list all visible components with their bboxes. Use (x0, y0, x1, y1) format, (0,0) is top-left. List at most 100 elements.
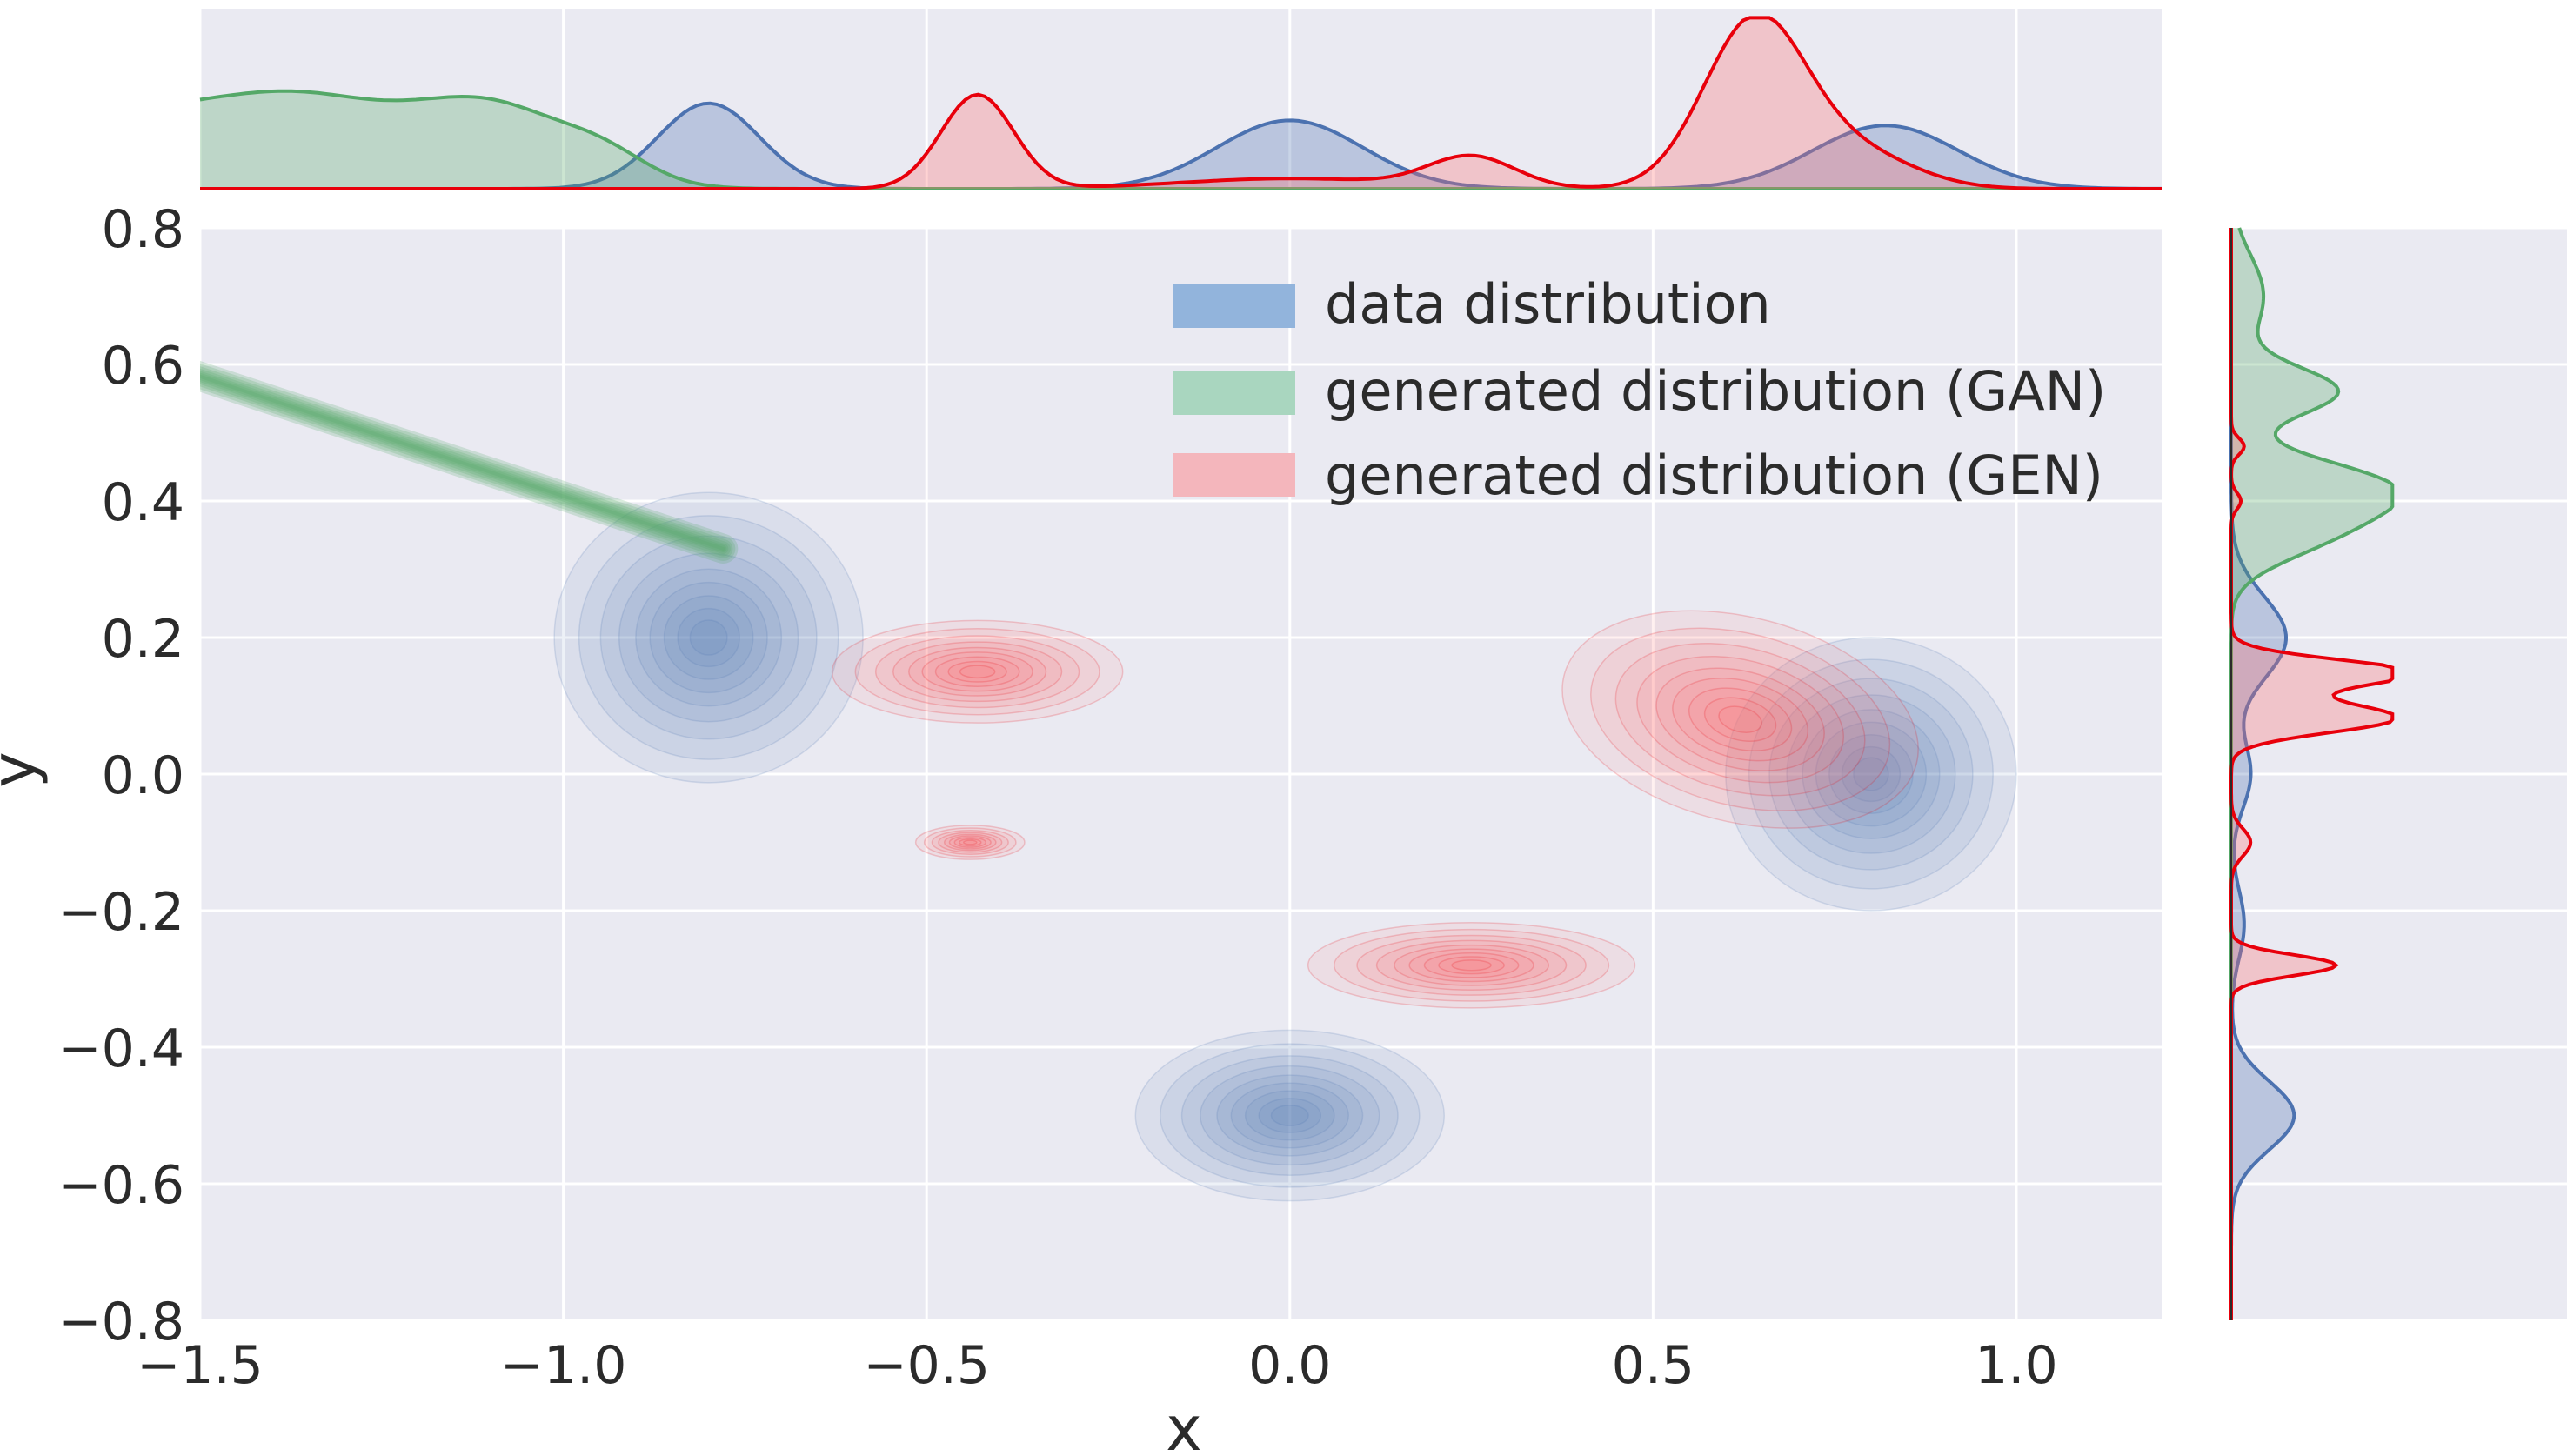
gan-contour-level (200, 366, 733, 558)
y-tick-label: 0.8 (102, 199, 184, 260)
kde-contours (200, 360, 2017, 1202)
axis-ticks: −1.5 −1.0 −0.5 0.0 0.5 1.0 0.8 0.6 0.4 0.2 0.0 −0.2… (57, 199, 2057, 1396)
data-cluster (1725, 637, 2017, 912)
y-tick-label: −0.4 (57, 1019, 184, 1079)
gen-contour-level (1408, 948, 1534, 983)
y-tick-label: 0.4 (102, 472, 184, 533)
data-contour-level (553, 491, 864, 784)
gen-contour-level (1561, 610, 1919, 829)
data-contour-level (1180, 1055, 1399, 1176)
x-tick-label: 0.0 (1248, 1335, 1331, 1396)
gen-contour-level (1655, 667, 1825, 771)
data-contour-level (1200, 1065, 1380, 1166)
y-axis-label: y (0, 751, 50, 787)
gan-right-marginal-fill (2231, 228, 2393, 1320)
gan-contour-level (200, 360, 739, 564)
y-tick-label: −0.2 (57, 882, 184, 943)
legend-label-gan: generated distribution (GAN) (1325, 359, 2106, 423)
gen-contour-level (1333, 928, 1610, 1002)
legend-swatch-gan (1173, 371, 1295, 415)
data-contour-level (599, 535, 818, 740)
gen-contour-level (1451, 959, 1492, 972)
gen-contour-level (934, 656, 1020, 687)
gen-contour-level (948, 835, 992, 850)
x-tick-label: 1.0 (1975, 1335, 2057, 1396)
data-contour-level (1748, 658, 1994, 890)
top-marginal-panel (198, 9, 2162, 190)
gen-contour-level (1394, 944, 1550, 986)
gen-contour-level (1375, 939, 1568, 992)
gen-contour-level (1636, 655, 1844, 784)
legend-label-data: data distribution (1325, 272, 1771, 336)
data-contour-level (1802, 709, 1941, 839)
top-panel-background (200, 9, 2162, 189)
y-tick-label: −0.6 (57, 1155, 184, 1216)
main-kde-panel (198, 226, 2162, 1322)
data-contour-level (1828, 734, 1914, 814)
gan-contour-level (200, 364, 736, 561)
gen-contour-level (831, 619, 1124, 724)
data-top-marginal-fill (200, 103, 2162, 189)
data-contour-level (1768, 678, 1974, 871)
data-contour-level (1244, 1090, 1335, 1141)
gen-contour-level (1356, 934, 1587, 996)
x-tick-label: −1.0 (500, 1335, 627, 1396)
gen-cluster (831, 619, 1124, 724)
y-tick-label: 0.0 (102, 745, 184, 806)
gan-streak (200, 360, 739, 564)
data-contour-level (649, 581, 768, 694)
data-contour-level (618, 552, 799, 723)
gen-contour-level (923, 827, 1017, 858)
gen-contour-level (1307, 921, 1636, 1009)
gan-top-marginal-line (199, 89, 2162, 190)
gen-contour-level (1672, 677, 1809, 762)
gan-contour-level (200, 374, 725, 551)
gen-contour-level (963, 839, 978, 845)
data-contour-level (663, 595, 754, 680)
data-contour-level (1258, 1098, 1322, 1133)
data-contour-level (1725, 637, 2017, 912)
y-tick-label: 0.6 (102, 336, 184, 397)
data-contour-level (677, 607, 740, 668)
gen-cluster (914, 825, 1026, 860)
data-contour-level (1216, 1074, 1364, 1157)
gen-cluster (1561, 610, 1919, 829)
gen-contour-level (1614, 642, 1866, 797)
data-contour-level (689, 619, 728, 656)
right-marginal-panel (2229, 226, 2567, 1322)
y-tick-label: −0.8 (57, 1292, 184, 1352)
x-tick-label: −1.5 (137, 1335, 264, 1396)
gen-contour-level (947, 660, 1007, 683)
gen-contour-level (959, 838, 982, 847)
gen-contour-level (874, 635, 1080, 709)
legend-label-gen: generated distribution (GEN) (1325, 444, 2103, 507)
data-contour-level (1159, 1043, 1421, 1188)
x-tick-label: 0.5 (1612, 1335, 1695, 1396)
gen-contour-level (1688, 687, 1793, 751)
gen-contour-level (931, 830, 1009, 855)
gen-contour-level (1718, 705, 1762, 733)
x-tick-label: −0.5 (863, 1335, 990, 1396)
gen-cluster (1307, 921, 1636, 1009)
gen-contour-level (943, 833, 997, 852)
gan-contour-level (200, 372, 727, 552)
data-contour-level (578, 515, 839, 760)
data-contour-level (1134, 1029, 1446, 1202)
gan-contour-level (200, 371, 729, 554)
data-contour-level (1786, 694, 1956, 854)
x-axis-label: x (1166, 1393, 1201, 1456)
data-cluster (553, 491, 864, 784)
gen-contour-level (1703, 697, 1777, 742)
legend-swatch-gen (1173, 453, 1295, 497)
data-contour-level (1270, 1104, 1309, 1127)
gen-contour-level (914, 825, 1026, 860)
gen-contour-level (938, 832, 1003, 853)
y-tick-label: 0.2 (102, 609, 184, 670)
data-cluster (1134, 1029, 1446, 1202)
gen-contour-level (908, 646, 1047, 697)
gen-contour-level (892, 641, 1063, 703)
gan-contour-level (200, 368, 731, 557)
gen-contour-level (1590, 627, 1891, 811)
gen-contour-level (1423, 952, 1520, 978)
